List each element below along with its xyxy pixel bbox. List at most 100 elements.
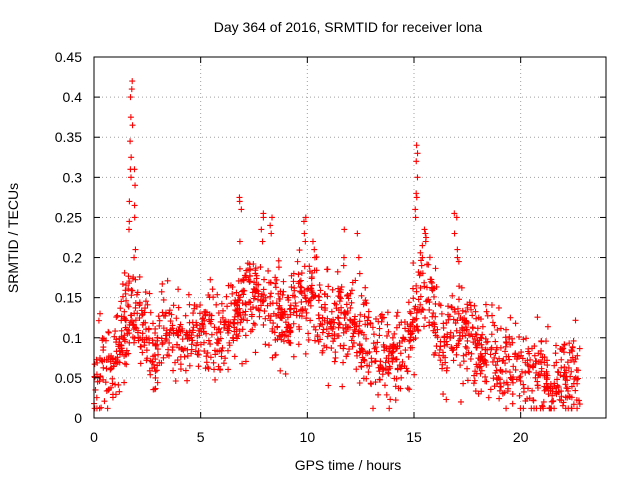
data-point xyxy=(479,344,486,351)
data-point xyxy=(100,347,107,354)
data-point xyxy=(499,390,506,397)
data-point xyxy=(348,299,355,306)
data-point xyxy=(207,354,214,361)
data-point xyxy=(127,319,134,326)
data-point xyxy=(377,364,384,371)
data-point xyxy=(453,327,460,334)
data-point xyxy=(540,405,547,412)
data-point xyxy=(556,396,563,403)
data-point xyxy=(526,350,533,357)
data-point xyxy=(119,349,126,356)
data-point xyxy=(182,367,189,374)
data-point xyxy=(450,316,457,323)
data-point xyxy=(131,339,138,346)
data-point xyxy=(221,321,228,328)
data-point xyxy=(189,337,196,344)
data-point xyxy=(118,298,125,305)
data-point xyxy=(226,342,233,349)
data-point xyxy=(160,312,167,319)
data-point xyxy=(467,302,474,309)
data-point xyxy=(324,266,331,273)
data-point xyxy=(318,304,325,311)
data-points xyxy=(91,78,583,412)
data-point xyxy=(169,344,176,351)
data-point xyxy=(149,337,156,344)
data-point xyxy=(475,314,482,321)
data-point xyxy=(337,286,344,293)
data-point xyxy=(142,326,149,333)
data-point xyxy=(451,230,458,237)
data-point xyxy=(290,353,297,360)
data-point xyxy=(127,114,134,121)
y-tick-label: 0 xyxy=(74,410,82,426)
data-point xyxy=(509,391,516,398)
data-point xyxy=(464,377,471,384)
data-point xyxy=(231,353,238,360)
data-point xyxy=(266,279,273,286)
data-point xyxy=(315,312,322,319)
x-axis-label: GPS time / hours xyxy=(295,457,402,473)
data-point xyxy=(506,356,513,363)
data-point xyxy=(225,329,232,336)
data-point xyxy=(524,357,531,364)
data-point xyxy=(297,283,304,290)
data-point xyxy=(282,370,289,377)
data-point xyxy=(156,317,163,324)
data-point xyxy=(287,340,294,347)
data-point xyxy=(445,316,452,323)
data-point xyxy=(411,324,418,331)
data-point xyxy=(443,367,450,374)
data-point xyxy=(298,284,305,291)
data-point xyxy=(239,360,246,367)
data-point xyxy=(302,350,309,357)
plot-frame xyxy=(93,56,607,419)
data-point xyxy=(472,388,479,395)
data-point xyxy=(309,289,316,296)
data-point xyxy=(194,339,201,346)
data-point xyxy=(213,301,220,308)
data-point xyxy=(164,351,171,358)
data-point xyxy=(146,367,153,374)
data-point xyxy=(489,312,496,319)
data-point xyxy=(331,335,338,342)
data-point xyxy=(343,353,350,360)
data-point xyxy=(413,158,420,165)
data-point xyxy=(312,326,319,333)
data-point xyxy=(516,374,523,381)
data-point xyxy=(189,327,196,334)
data-point xyxy=(364,321,371,328)
data-point xyxy=(526,363,533,370)
data-point xyxy=(316,282,323,289)
data-point xyxy=(170,302,177,309)
data-point xyxy=(456,337,463,344)
data-point xyxy=(467,356,474,363)
data-point xyxy=(448,345,455,352)
data-point xyxy=(352,277,359,284)
data-point xyxy=(451,308,458,315)
data-point xyxy=(441,338,448,345)
data-point xyxy=(413,288,420,295)
data-point xyxy=(184,352,191,359)
data-point xyxy=(485,394,492,401)
data-point xyxy=(260,214,267,221)
data-point xyxy=(550,397,557,404)
data-point xyxy=(325,382,332,389)
data-point xyxy=(355,254,362,261)
data-point xyxy=(365,308,372,315)
data-point xyxy=(186,362,193,369)
data-point xyxy=(236,305,243,312)
data-point xyxy=(479,358,486,365)
data-point xyxy=(385,328,392,335)
data-point xyxy=(404,368,411,375)
data-point xyxy=(137,335,144,342)
data-point xyxy=(239,288,246,295)
data-point xyxy=(177,366,184,373)
data-point xyxy=(523,335,530,342)
data-point xyxy=(368,359,375,366)
data-point xyxy=(325,283,332,290)
data-point xyxy=(245,276,252,283)
data-point xyxy=(173,341,180,348)
data-point xyxy=(460,358,467,365)
data-point xyxy=(307,317,314,324)
data-point xyxy=(160,296,167,303)
